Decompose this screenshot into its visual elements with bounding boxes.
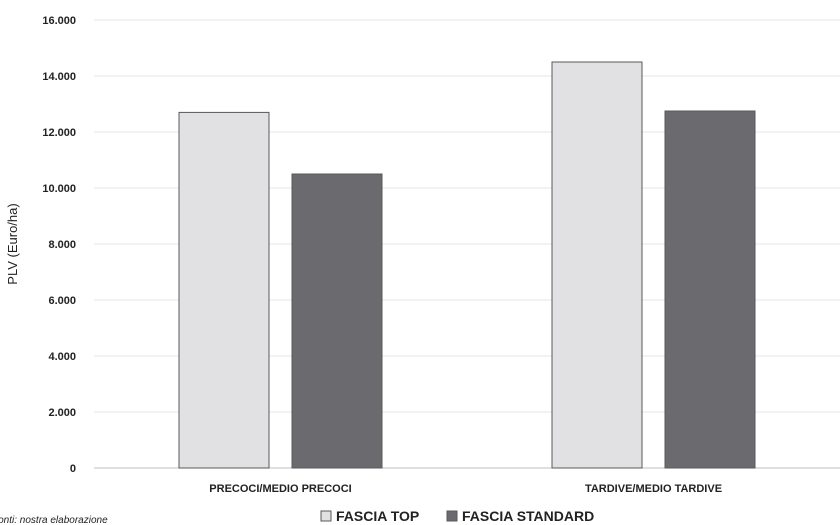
legend-label: FASCIA STANDARD — [462, 508, 594, 524]
y-tick-label: 14.000 — [42, 71, 76, 83]
legend-swatch — [446, 510, 458, 522]
y-tick-label: 12.000 — [42, 127, 76, 139]
y-tick-label: 10.000 — [42, 183, 76, 195]
bar-fascia-standard — [291, 173, 383, 469]
y-axis-title: PLV (Euro/ha) — [5, 203, 20, 284]
bars — [178, 61, 756, 469]
y-axis-ticks: 0 2.000 4.000 6.000 8.000 10.000 12.000 14.000 1… — [42, 15, 76, 475]
y-tick-label: 0 — [70, 463, 76, 475]
bar-fascia-standard — [664, 110, 756, 469]
category-label: PRECOCI/MEDIO PRECOCI — [209, 483, 351, 495]
y-tick-label: 6.000 — [48, 295, 76, 307]
bar-fascia-top — [551, 61, 643, 469]
source-note: Fonti: nostra elaborazione — [0, 515, 108, 525]
legend-swatch — [320, 510, 332, 522]
bar-fascia-top — [178, 111, 270, 469]
y-tick-label: 16.000 — [42, 15, 76, 27]
y-tick-label: 4.000 — [48, 351, 76, 363]
legend: FASCIA TOP FASCIA STANDARD — [320, 508, 594, 524]
y-tick-label: 8.000 — [48, 239, 76, 251]
legend-label: FASCIA TOP — [336, 508, 419, 524]
y-tick-label: 2.000 — [48, 407, 76, 419]
category-labels: PRECOCI/MEDIO PRECOCI TARDIVE/MEDIO TARDI… — [209, 483, 722, 495]
category-label: TARDIVE/MEDIO TARDIVE — [585, 483, 722, 495]
